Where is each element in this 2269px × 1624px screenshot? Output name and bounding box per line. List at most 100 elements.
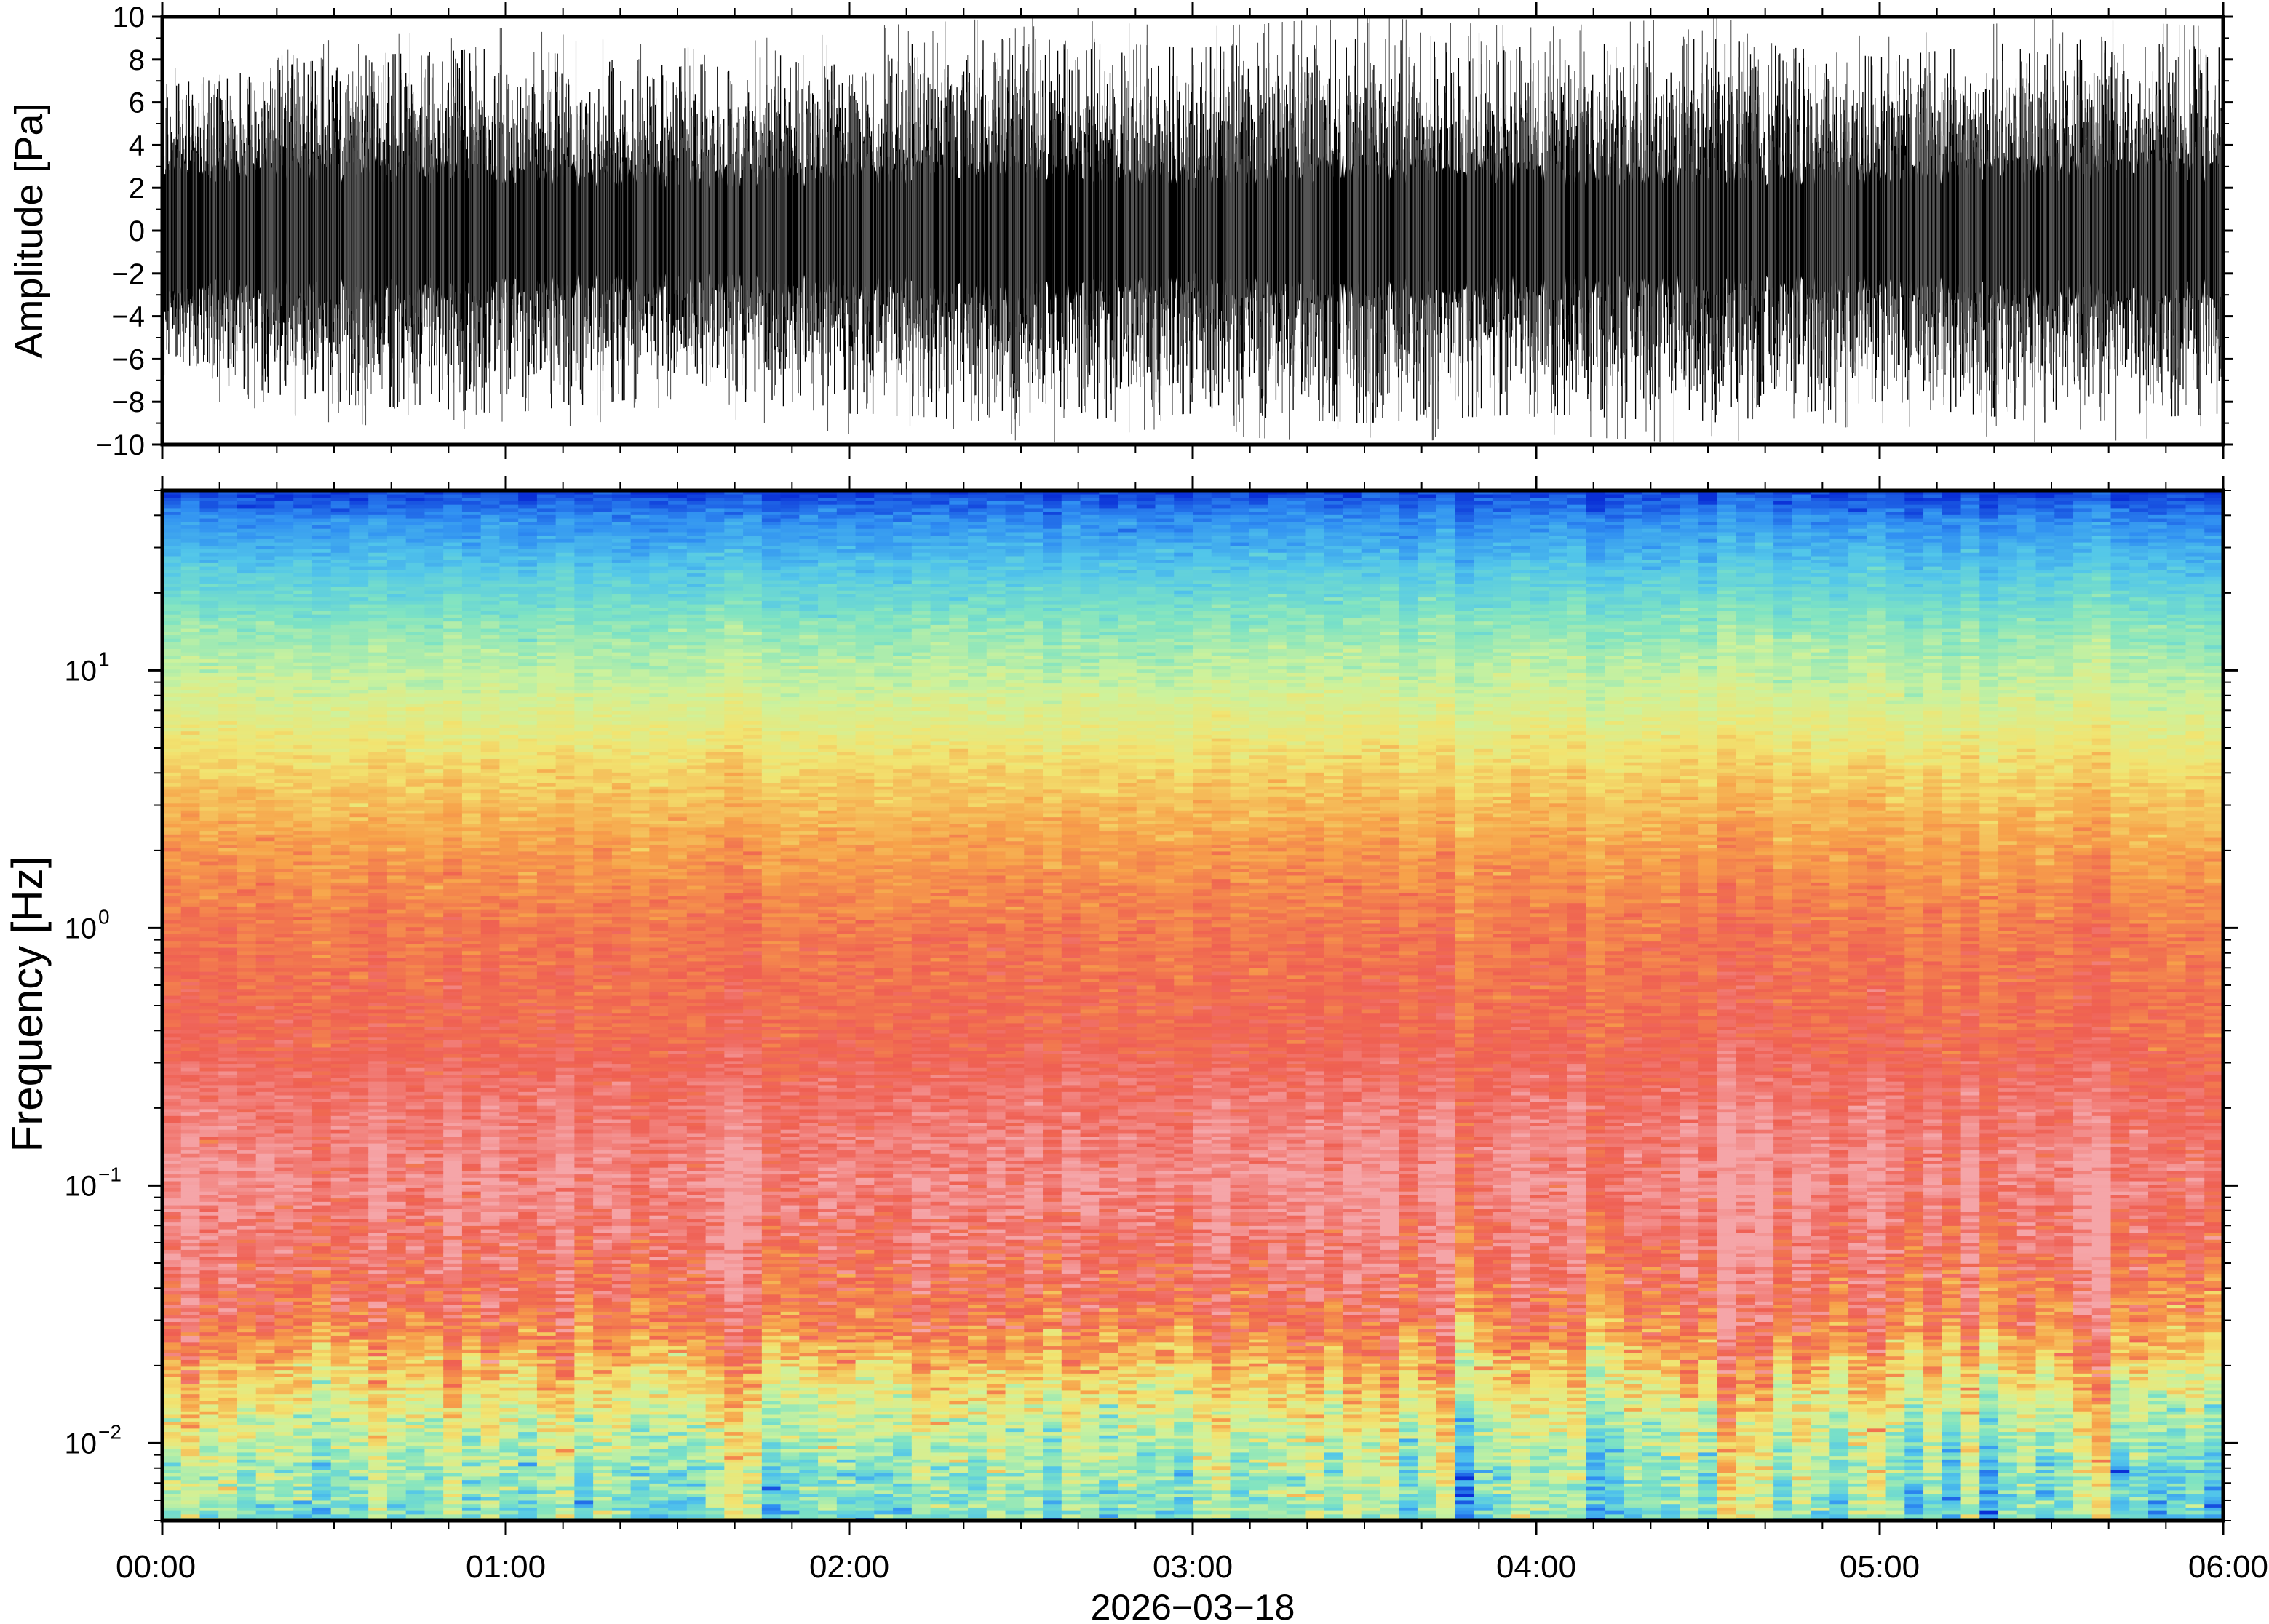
spectrogram-cell bbox=[293, 1040, 313, 1044]
spectrogram-cell bbox=[461, 1356, 482, 1360]
spectrogram-cell bbox=[311, 1445, 332, 1449]
spectrogram-cell bbox=[293, 1146, 313, 1151]
spectrogram-cell bbox=[255, 1311, 276, 1315]
spectrogram-cell bbox=[218, 1050, 238, 1054]
spectrogram-cell bbox=[237, 1332, 257, 1336]
spectrogram-cell bbox=[237, 662, 257, 666]
spectrogram-cell bbox=[405, 1026, 426, 1030]
spectrogram-cell bbox=[237, 1263, 257, 1267]
spectrogram-cell bbox=[386, 1438, 407, 1443]
spectrogram-cell bbox=[293, 1276, 313, 1281]
spectrogram-cell bbox=[311, 1283, 332, 1288]
spectrogram-cell bbox=[368, 1270, 388, 1274]
spectrogram-cell bbox=[274, 875, 295, 880]
spectrogram-cell bbox=[386, 1228, 407, 1233]
spectrogram-cell bbox=[255, 514, 276, 519]
spectrogram-cell bbox=[218, 525, 238, 529]
spectrogram-cell bbox=[237, 1469, 257, 1473]
spectrogram-cell bbox=[255, 1332, 276, 1336]
spectrogram-cell bbox=[424, 1026, 444, 1030]
spectrogram-cell bbox=[237, 940, 257, 944]
spectrogram-cell bbox=[199, 1400, 220, 1405]
spectrogram-cell bbox=[386, 899, 407, 904]
spectrogram-cell bbox=[199, 1472, 220, 1477]
spectrogram-cell bbox=[349, 1050, 369, 1054]
spectrogram-cell bbox=[424, 1022, 444, 1027]
spectrogram-cell bbox=[330, 710, 351, 715]
spectrogram-cell bbox=[330, 1386, 351, 1391]
spectrogram-cell bbox=[199, 658, 220, 663]
spectrogram-cell bbox=[293, 1332, 313, 1336]
spectrogram-cell bbox=[386, 699, 407, 704]
spectrogram-cell bbox=[368, 662, 388, 666]
spectrogram-cell bbox=[349, 1311, 369, 1315]
spectrogram-cell bbox=[218, 1016, 238, 1020]
spectrogram-cell bbox=[349, 579, 369, 584]
spectrogram-cell bbox=[199, 964, 220, 968]
spectrogram-cell bbox=[311, 1177, 332, 1182]
spectrogram-cell bbox=[330, 930, 351, 934]
spectrogram-cell bbox=[237, 748, 257, 752]
spectrogram-cell bbox=[405, 1132, 426, 1137]
spectrogram-cell bbox=[162, 682, 182, 687]
spectrogram-cell bbox=[349, 1190, 369, 1195]
spectrogram-cell bbox=[180, 892, 201, 896]
spectrogram-cell bbox=[461, 1328, 482, 1333]
spectrogram-cell bbox=[180, 501, 201, 505]
spectrogram-cell bbox=[255, 1174, 276, 1178]
spectrogram-cell bbox=[218, 1469, 238, 1473]
spectrogram-cell bbox=[405, 936, 426, 942]
spectrogram-cell bbox=[461, 1400, 482, 1405]
spectrogram-cell bbox=[443, 854, 463, 859]
spectrogram-cell bbox=[237, 947, 257, 952]
spectrogram-cell bbox=[443, 799, 463, 804]
spectrogram-cell bbox=[162, 1266, 182, 1271]
spectrogram-cell bbox=[311, 1335, 332, 1340]
spectrogram-cell bbox=[274, 920, 295, 924]
spectrogram-cell bbox=[274, 1146, 295, 1151]
spectrogram-cell bbox=[461, 1407, 482, 1412]
spectrogram-cell bbox=[199, 1043, 220, 1048]
spectrogram-cell bbox=[218, 1142, 238, 1147]
spectrogram-cell bbox=[237, 1304, 257, 1309]
spectrogram-cell bbox=[386, 933, 407, 938]
spectrogram-cell bbox=[443, 1190, 463, 1195]
spectrogram-cell bbox=[424, 1465, 444, 1470]
spectrogram-cell bbox=[349, 1091, 369, 1096]
spectrogram-cell bbox=[180, 1198, 201, 1202]
spectrogram-cell bbox=[162, 1132, 182, 1137]
spectrogram-cell bbox=[386, 1166, 407, 1171]
spectrogram-cell bbox=[218, 957, 238, 962]
spectrogram-cell bbox=[274, 1070, 295, 1075]
spectrogram-cell bbox=[443, 1194, 463, 1199]
spectrogram-cell bbox=[162, 569, 182, 574]
spectrogram-cell bbox=[274, 549, 295, 553]
spectrogram-cell bbox=[443, 1204, 463, 1209]
spectrogram-cell bbox=[368, 1204, 388, 1209]
spectrogram-cell bbox=[330, 621, 351, 625]
spectrogram-cell bbox=[443, 1235, 463, 1240]
spectrogram-cell bbox=[368, 1294, 388, 1298]
spectrogram-cell bbox=[386, 1201, 407, 1206]
spectrogram-cell bbox=[199, 1462, 220, 1467]
spectrogram-cell bbox=[218, 737, 238, 742]
spectrogram-cell bbox=[405, 1380, 426, 1384]
spectrogram-cell bbox=[424, 713, 444, 718]
spectrogram-cell bbox=[424, 1259, 444, 1264]
spectrogram-cell bbox=[293, 1211, 313, 1216]
spectrogram-cell bbox=[311, 1222, 332, 1226]
spectrogram-cell bbox=[405, 960, 426, 966]
spectrogram-cell bbox=[405, 1318, 426, 1323]
spectrogram-cell bbox=[218, 1139, 238, 1144]
spectrogram-cell bbox=[255, 1104, 276, 1110]
spectrogram-cell bbox=[330, 1115, 351, 1120]
spectrogram-cell bbox=[443, 1218, 463, 1223]
spectrogram-cell bbox=[311, 1507, 332, 1511]
spectrogram-cell bbox=[237, 820, 257, 824]
spectrogram-cell bbox=[274, 1043, 295, 1048]
spectrogram-cell bbox=[311, 1503, 332, 1508]
spectrogram-cell bbox=[274, 706, 295, 711]
spectrogram-cell bbox=[386, 827, 407, 832]
spectrogram-cell bbox=[293, 703, 313, 708]
spectrogram-cell bbox=[237, 840, 257, 845]
